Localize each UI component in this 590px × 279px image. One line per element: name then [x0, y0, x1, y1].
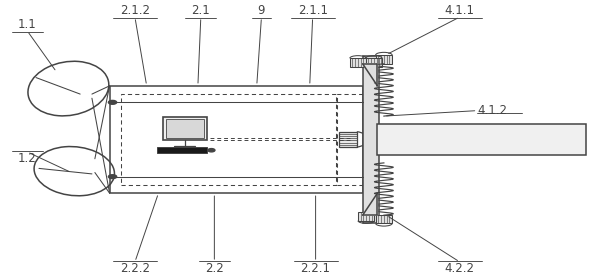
Bar: [157, 147, 206, 153]
Bar: [376, 215, 392, 223]
Text: 1.2: 1.2: [18, 152, 37, 165]
Circle shape: [109, 100, 117, 104]
Bar: [166, 119, 204, 138]
Text: 2.2: 2.2: [205, 262, 224, 275]
Text: 4.2.2: 4.2.2: [445, 262, 475, 275]
Polygon shape: [363, 64, 378, 86]
Text: 2.1.1: 2.1.1: [298, 4, 327, 17]
Circle shape: [109, 175, 117, 179]
Bar: [110, 86, 363, 193]
Bar: [363, 56, 379, 223]
Bar: [358, 212, 375, 221]
Bar: [339, 132, 357, 147]
Text: 2.2.1: 2.2.1: [300, 262, 330, 275]
Text: 9: 9: [258, 4, 265, 17]
Text: 1.1: 1.1: [18, 18, 37, 31]
Bar: [163, 117, 206, 140]
Bar: [378, 124, 586, 155]
Text: 4.1.2: 4.1.2: [477, 104, 507, 117]
Bar: [366, 58, 382, 67]
Text: 2.1.2: 2.1.2: [120, 4, 150, 17]
Text: 2.2.2: 2.2.2: [120, 262, 150, 275]
Polygon shape: [363, 193, 378, 215]
Bar: [122, 94, 336, 185]
Text: 4.1.1: 4.1.1: [445, 4, 475, 17]
Bar: [350, 58, 366, 67]
Bar: [337, 94, 370, 185]
Bar: [376, 55, 392, 64]
Circle shape: [208, 149, 215, 152]
Text: 2.1: 2.1: [191, 4, 210, 17]
